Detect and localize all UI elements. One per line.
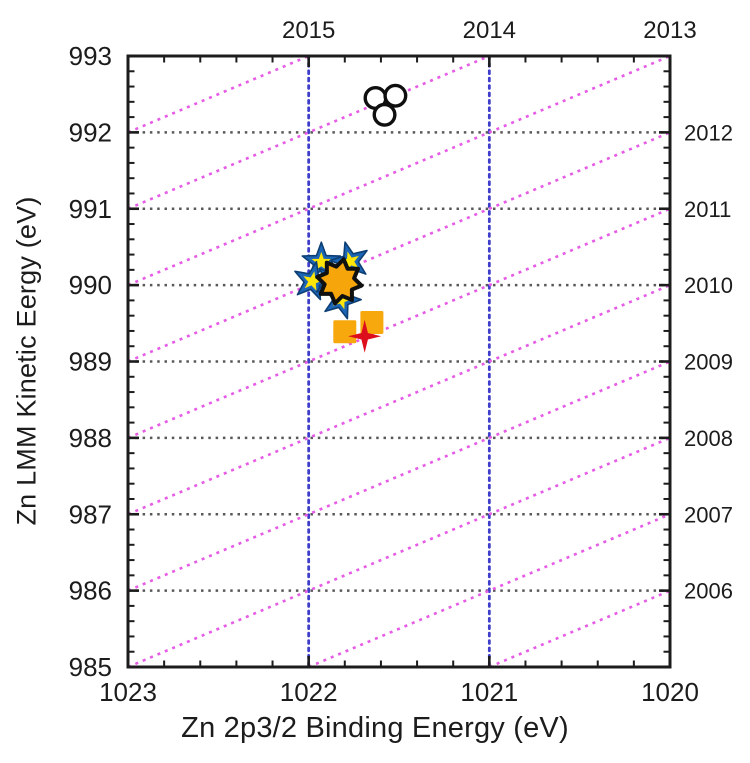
horizontal-gridlines: [129, 131, 669, 592]
y-tick-label: 992: [69, 117, 112, 147]
auger-top-label: 2014: [463, 17, 516, 44]
y-tick-label: 988: [69, 423, 112, 453]
open-circle-icon: [372, 102, 397, 127]
auger-right-label: 2011: [684, 197, 731, 222]
auger-line: [129, 57, 309, 134]
x-tick-label: 1020: [641, 677, 699, 707]
yellow-star-icon: [339, 251, 359, 272]
auger-line: [129, 360, 669, 592]
auger-right-label: 2006: [684, 579, 733, 604]
x-tick-label: 1023: [99, 677, 157, 707]
auger-right-label: 2008: [684, 426, 733, 451]
auger-line: [129, 437, 669, 666]
auger-line: [129, 284, 669, 516]
red-four-point-star-marker: [348, 319, 382, 353]
x-tick-label: 1021: [460, 677, 518, 707]
auger-line: [489, 589, 669, 666]
auger-top-label: 2013: [643, 17, 696, 44]
tick-labels: 1023 1022 1021 1020 993 992 991 990 989 988 987 986…: [69, 41, 699, 707]
auger-line: [129, 131, 669, 363]
auger-right-label: 2009: [684, 350, 733, 375]
orange-square-icon: [333, 320, 357, 344]
x-tick-label: 1022: [280, 677, 338, 707]
open-circle-markers: [363, 83, 408, 127]
auger-right-label: 2010: [684, 273, 733, 298]
yellow-star-icon: [303, 271, 323, 291]
y-tick-label: 985: [69, 652, 112, 682]
y-tick-label: 993: [69, 41, 112, 71]
auger-line: [129, 57, 669, 286]
auger-right-label: 2012: [684, 120, 733, 145]
y-tick-label: 989: [69, 347, 112, 377]
y-tick-label: 991: [69, 194, 112, 224]
data-markers: [294, 83, 408, 353]
auger-line: [129, 57, 490, 210]
open-circle-icon: [383, 83, 408, 108]
auger-line: [129, 207, 669, 439]
red-four-point-star-icon: [348, 319, 382, 353]
auger-line: [308, 513, 669, 666]
yellow-star-icon: [311, 251, 332, 271]
auger-right-label: 2007: [684, 502, 733, 527]
auger-top-label: 2015: [282, 17, 335, 44]
y-tick-label: 986: [69, 576, 112, 606]
orange-burst-icon: [315, 257, 364, 306]
auger-parameter-lines: [129, 57, 669, 666]
right-auger-labels: 2012 2011 2010 2009 2008 2007 2006: [684, 120, 733, 603]
y-tick-label: 990: [69, 270, 112, 300]
x-axis-title: Zn 2p3/2 Binding Energy (eV): [181, 712, 569, 744]
top-auger-labels: 2015 2014 2013: [282, 17, 697, 44]
y-axis-title: Zn LMM Kinetic Eergy (eV): [11, 196, 42, 526]
y-tick-label: 987: [69, 499, 112, 529]
axis-ticks: [126, 54, 672, 669]
yellow-star-icon: [332, 289, 352, 310]
orange-burst-marker: [315, 257, 364, 306]
